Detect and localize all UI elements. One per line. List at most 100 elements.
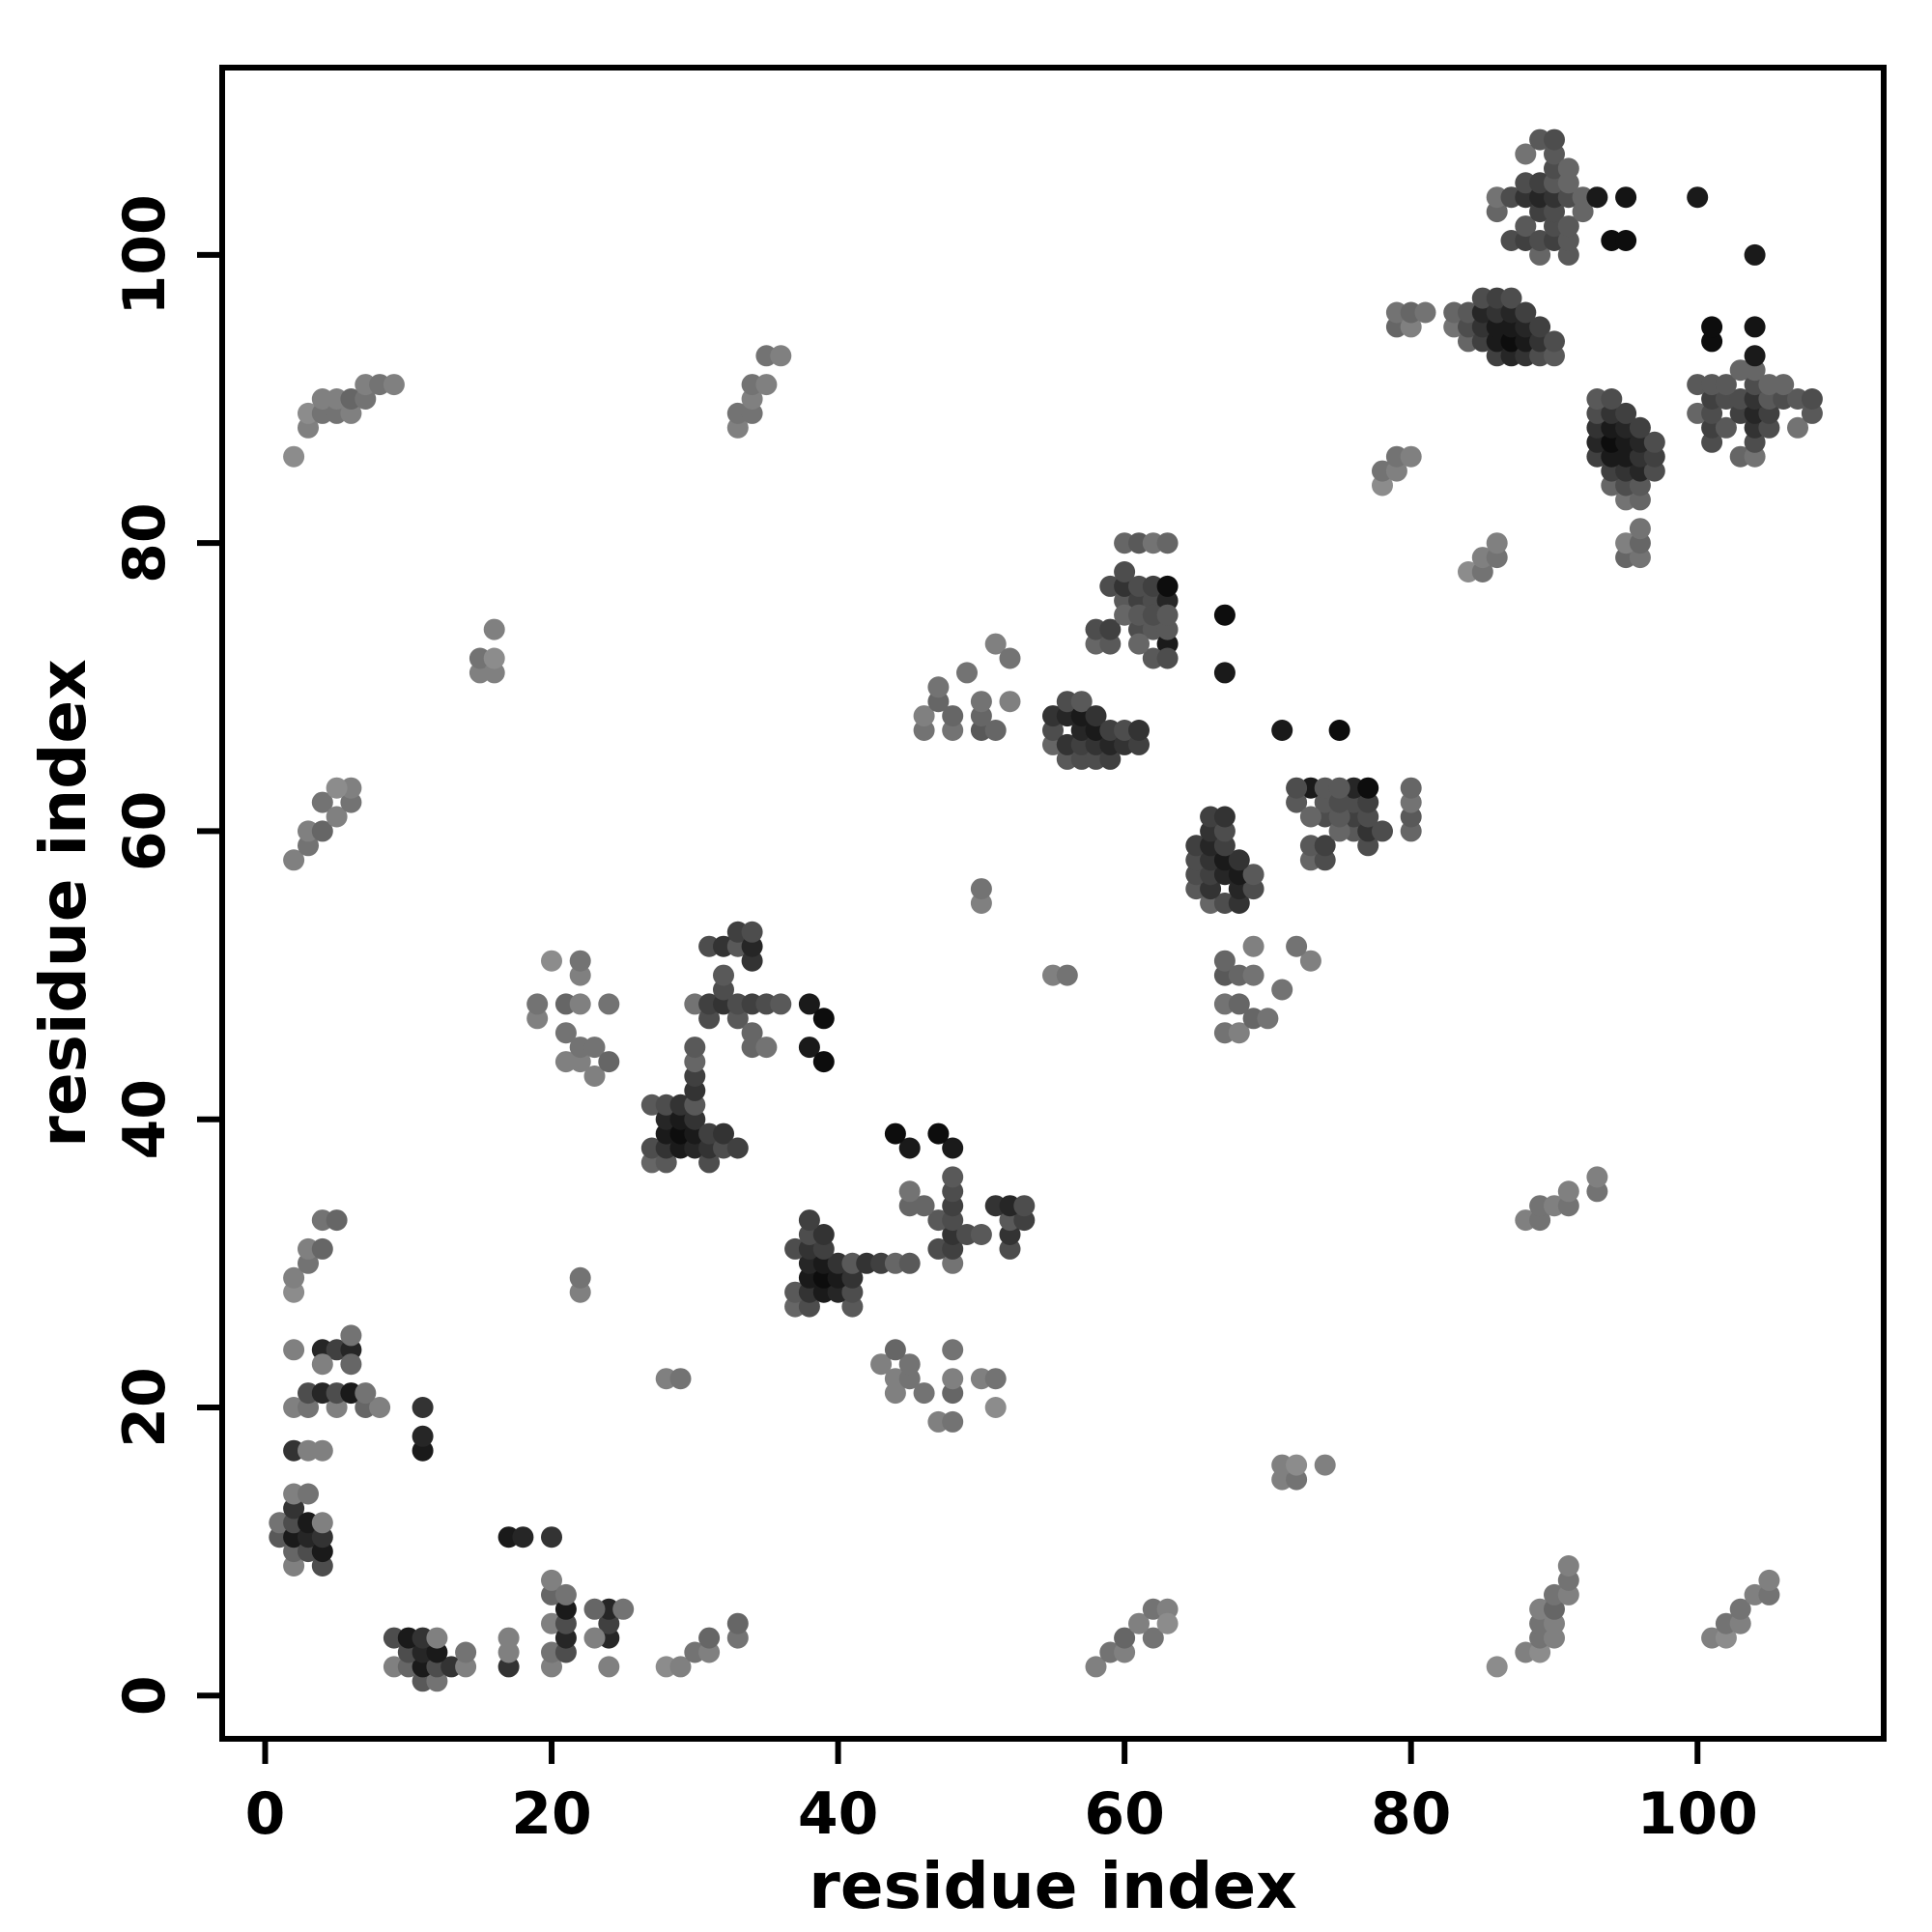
data-point [1156,604,1179,626]
data-point [1286,935,1308,957]
data-point [1544,330,1565,353]
data-point [1486,532,1508,554]
data-point [942,1410,964,1433]
data-point [1286,1454,1308,1476]
data-point [942,705,964,727]
data-point [612,1598,635,1620]
data-point [970,878,992,900]
data-point [1715,416,1737,439]
data-point [669,1368,692,1390]
data-point [1414,301,1436,324]
plot-border [219,65,1887,1742]
data-point [1271,979,1293,1001]
data-point [283,445,305,468]
data-point [497,1627,520,1649]
data-point [1314,835,1336,857]
data-point [1557,157,1579,180]
data-point [927,676,950,698]
data-point [942,1166,964,1188]
data-point [311,1512,333,1534]
data-point [1557,215,1579,238]
data-point [483,618,505,640]
data-point [999,647,1021,669]
data-point [583,1598,606,1620]
data-point [999,691,1021,713]
x-tick-label: 40 [798,1780,879,1848]
data-point [1643,431,1665,453]
data-point [1601,388,1623,410]
data-point [913,1195,935,1217]
data-point [355,1382,377,1405]
data-point [311,1439,333,1462]
data-point [1070,691,1093,713]
data-point [340,1353,362,1376]
data-point [1758,1569,1780,1591]
data-point [283,1339,305,1361]
data-point [984,1397,1007,1418]
data-point [798,993,820,1015]
data-point [583,1065,606,1087]
data-point [713,964,734,986]
data-point [598,993,620,1015]
data-point [583,1037,606,1059]
data-point [283,849,305,871]
data-point [798,1037,820,1059]
data-point [1629,518,1651,540]
data-point [913,1382,935,1405]
data-point [1271,720,1293,741]
data-point [1156,575,1179,597]
data-point [1257,1008,1279,1030]
data-point [1400,445,1422,468]
data-point [1228,849,1250,871]
data-point [1056,964,1078,986]
data-point [383,374,405,396]
data-point [1557,1180,1579,1203]
y-tick-label: 40 [111,1079,179,1160]
data-points-layer [269,128,1823,1692]
data-point [326,806,348,828]
data-point [1299,950,1321,972]
data-point [812,1051,835,1073]
data-point [1213,806,1236,828]
data-point [1729,1598,1751,1620]
data-point [311,791,333,813]
y-tick-label: 100 [111,194,179,315]
data-point [884,1122,906,1145]
data-point [311,820,333,842]
x-tick-label: 100 [1637,1780,1758,1848]
y-tick-label: 0 [111,1675,179,1716]
data-point [755,374,778,396]
data-point [726,1137,749,1159]
data-point [483,647,505,669]
data-point [598,1656,620,1678]
data-point [298,1483,319,1505]
data-point [455,1641,477,1663]
data-point [326,1209,348,1232]
data-point [583,1627,606,1649]
data-point [541,950,562,972]
data-point [1500,287,1522,309]
data-point [1142,1627,1164,1649]
data-point [884,1339,906,1361]
data-point [1328,720,1350,741]
data-point [569,1266,591,1289]
data-point [812,1224,835,1245]
data-point [1615,402,1637,424]
data-point [1228,1022,1250,1044]
data-point [1586,1166,1608,1188]
x-tick-label: 20 [511,1780,592,1848]
data-point [1099,618,1122,640]
data-point [1357,777,1379,799]
data-point [898,1252,921,1274]
data-point [1744,345,1766,367]
data-point [1213,662,1236,684]
data-point [812,1008,835,1030]
data-point [598,1051,620,1073]
data-point [1544,128,1565,151]
data-point [569,993,591,1015]
y-tick-label: 60 [111,791,179,872]
data-point [1744,316,1766,338]
data-point [870,1353,893,1376]
